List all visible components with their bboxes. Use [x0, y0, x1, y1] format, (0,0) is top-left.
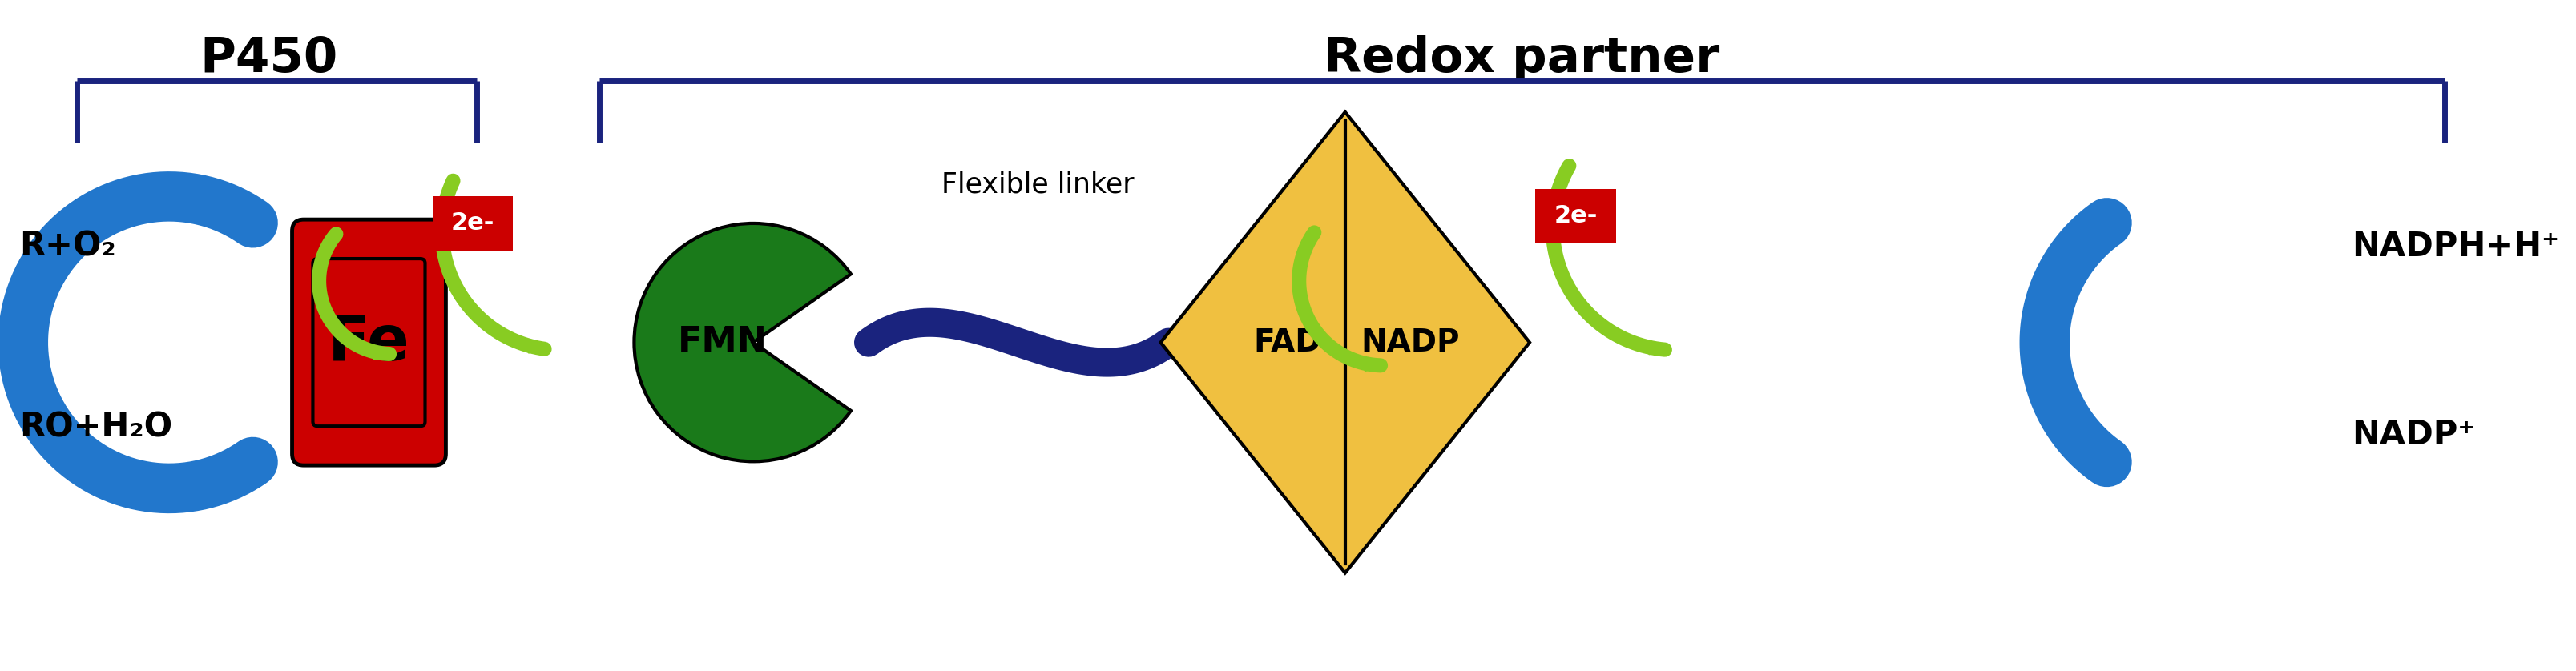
Text: P450: P450 [201, 35, 337, 83]
Text: NADP: NADP [1360, 327, 1461, 358]
FancyBboxPatch shape [433, 197, 513, 250]
FancyBboxPatch shape [291, 219, 446, 465]
Text: 2e-: 2e- [1553, 204, 1597, 227]
Text: FMN: FMN [677, 325, 768, 360]
Text: R+O₂: R+O₂ [18, 229, 116, 263]
FancyBboxPatch shape [1535, 189, 1615, 242]
Text: NADPH+H⁺: NADPH+H⁺ [2352, 229, 2558, 263]
Text: Fe: Fe [327, 312, 410, 373]
Text: Redox partner: Redox partner [1324, 35, 1718, 83]
Text: 2e-: 2e- [451, 212, 495, 235]
Text: NADP⁺: NADP⁺ [2352, 418, 2476, 452]
Wedge shape [634, 223, 850, 462]
Text: RO+H₂O: RO+H₂O [18, 410, 173, 444]
Polygon shape [1159, 112, 1530, 573]
Text: FAD: FAD [1255, 327, 1321, 358]
Text: Flexible linker: Flexible linker [940, 171, 1133, 199]
